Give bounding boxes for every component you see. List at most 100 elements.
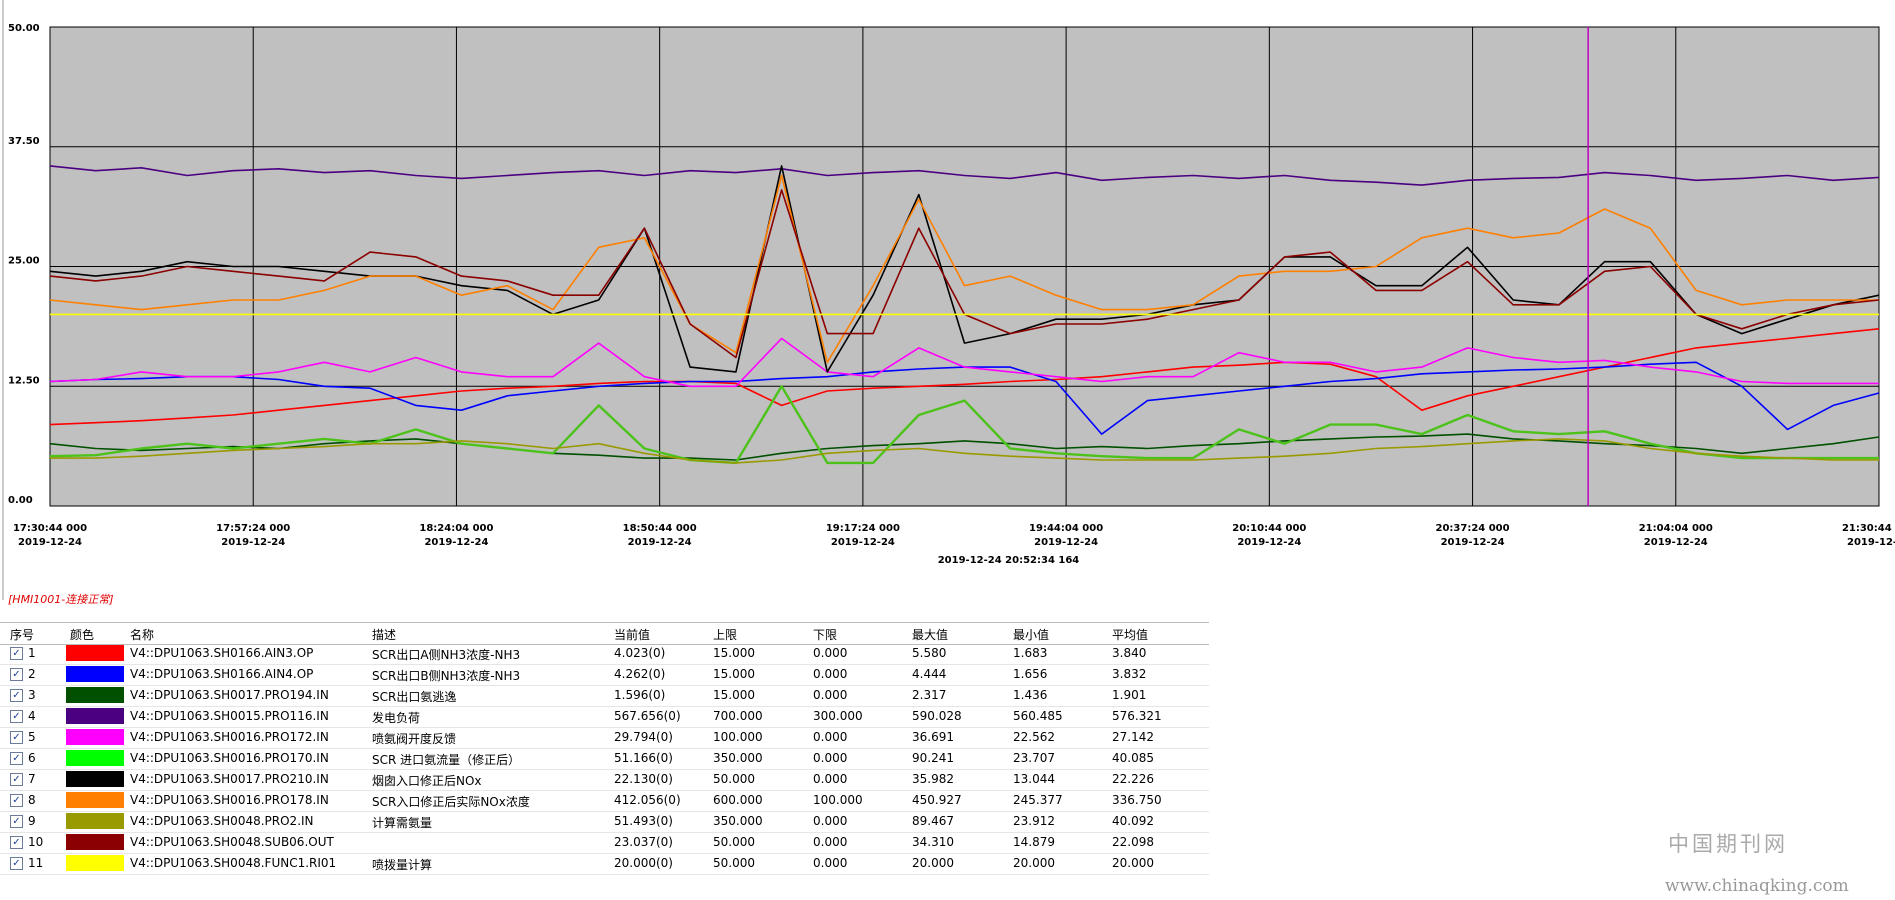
y-tick-label: 12.50 <box>8 375 40 386</box>
row-cell: V4::DPU1063.SH0017.PRO210.IN <box>130 772 329 786</box>
x-tick-date: 2019-12-24 <box>221 537 285 548</box>
row-cell: 50.000 <box>713 856 755 870</box>
row-cell: V4::DPU1063.SH0017.PRO194.IN <box>130 688 329 702</box>
row-cell: 0.000 <box>813 835 848 849</box>
x-tick-label: 18:50:44 000 <box>623 523 697 534</box>
row-cell: 14.879 <box>1013 835 1055 849</box>
row-cell: 1.656 <box>1013 667 1048 681</box>
row-cell: 35.982 <box>912 772 954 786</box>
row-cell: 1.901 <box>1112 688 1147 702</box>
row-cell: 20.000(0) <box>614 856 673 870</box>
y-tick-label: 50.00 <box>8 23 40 34</box>
checkbox[interactable]: ✓ <box>10 752 23 765</box>
row-cell: V4::DPU1063.SH0048.FUNC1.RI01 <box>130 856 337 870</box>
y-tick-label: 0.00 <box>8 495 33 506</box>
row-cell: 600.000 <box>713 793 763 807</box>
row-index: 10 <box>28 835 44 849</box>
series-line <box>49 328 1880 426</box>
x-tick-label: 19:17:24 000 <box>826 523 900 534</box>
header-cell: 名称 <box>130 628 155 642</box>
row-cell: 4.262(0) <box>614 667 666 681</box>
row-cell: V4::DPU1063.SH0016.PRO178.IN <box>130 793 329 807</box>
color-swatch <box>66 750 124 766</box>
row-cell: 300.000 <box>813 709 863 723</box>
row-cell: 0.000 <box>813 646 848 660</box>
x-tick-date: 2019-12-24 <box>1644 537 1708 548</box>
row-index: 7 <box>28 772 36 786</box>
color-swatch <box>66 687 124 703</box>
row-cell: 烟囱入口修正后NOx <box>372 774 482 788</box>
row-cell: 22.562 <box>1013 730 1055 744</box>
x-tick-label: 20:37:24 000 <box>1436 523 1510 534</box>
x-tick-label: 20:10:44 000 <box>1232 523 1306 534</box>
checkbox[interactable]: ✓ <box>10 689 23 702</box>
table-row: ✓ 8 V4::DPU1063.SH0016.PRO178.IN SCR入口修正后实际… <box>0 790 1209 812</box>
table-row: ✓ 3 V4::DPU1063.SH0017.PRO194.IN SCR出口氨逃逸 1.… <box>0 685 1209 707</box>
row-index: 9 <box>28 814 36 828</box>
checkbox[interactable]: ✓ <box>10 857 23 870</box>
row-cell: 40.085 <box>1112 751 1154 765</box>
x-tick-date: 2019-12-24 <box>424 537 488 548</box>
row-cell: 3.832 <box>1112 667 1147 681</box>
row-cell: 4.444 <box>912 667 947 681</box>
row-cell: 4.023(0) <box>614 646 666 660</box>
checkbox[interactable]: ✓ <box>10 710 23 723</box>
row-cell: 336.750 <box>1112 793 1162 807</box>
row-cell: 3.840 <box>1112 646 1147 660</box>
row-cell: 1.683 <box>1013 646 1048 660</box>
row-cell: 23.912 <box>1013 814 1055 828</box>
color-swatch <box>66 792 124 808</box>
color-swatch <box>66 729 124 745</box>
header-cell: 下限 <box>813 628 838 642</box>
x-tick-label: 18:24:04 000 <box>419 523 493 534</box>
header-cell: 描述 <box>372 628 397 642</box>
series-line <box>50 438 1879 464</box>
table-row: ✓ 1 V4::DPU1063.SH0166.AIN3.OP SCR出口A侧NH3浓度… <box>0 643 1209 665</box>
row-cell: 412.056(0) <box>614 793 681 807</box>
row-cell: V4::DPU1063.SH0048.PRO2.IN <box>130 814 314 828</box>
table-row: ✓ 11 V4::DPU1063.SH0048.FUNC1.RI01 喷拨量计算 20.… <box>0 853 1209 875</box>
row-index: 1 <box>28 646 36 660</box>
row-cell: 23.707 <box>1013 751 1055 765</box>
x-tick-date: 2019-12-24 <box>628 537 692 548</box>
row-cell: 1.436 <box>1013 688 1048 702</box>
checkbox[interactable]: ✓ <box>10 668 23 681</box>
row-cell: 喷氨阀开度反馈 <box>372 732 457 746</box>
row-cell: 15.000 <box>713 646 755 660</box>
checkbox[interactable]: ✓ <box>10 731 23 744</box>
trend-chart: 0.00 12.50 25.00 37.50 50.00 17:30:44 000 2019… <box>2 0 1895 600</box>
row-cell: 0.000 <box>813 688 848 702</box>
checkbox[interactable]: ✓ <box>10 815 23 828</box>
row-cell: 50.000 <box>713 835 755 849</box>
series-line <box>49 385 1879 465</box>
x-tick-date: 2019-12-24 <box>1237 537 1301 548</box>
header-cell: 平均值 <box>1112 628 1149 642</box>
row-cell: SCR出口氨逃逸 <box>372 690 457 704</box>
table-row: ✓ 6 V4::DPU1063.SH0016.PRO170.IN SCR 进口氨流量（… <box>0 748 1209 770</box>
row-index: 2 <box>28 667 36 681</box>
table-row: ✓ 10 V4::DPU1063.SH0048.SUB06.OUT 23.037(0)… <box>0 832 1209 854</box>
checkbox[interactable]: ✓ <box>10 773 23 786</box>
row-cell: 20.000 <box>1013 856 1055 870</box>
checkbox[interactable]: ✓ <box>10 794 23 807</box>
row-cell: 15.000 <box>713 688 755 702</box>
y-tick-label: 37.50 <box>8 136 40 147</box>
checkbox[interactable]: ✓ <box>10 647 23 660</box>
row-cell: V4::DPU1063.SH0166.AIN3.OP <box>130 646 314 660</box>
color-swatch <box>66 855 124 871</box>
row-cell: V4::DPU1063.SH0048.SUB06.OUT <box>130 835 334 849</box>
checkbox[interactable]: ✓ <box>10 836 23 849</box>
row-cell: 90.241 <box>912 751 954 765</box>
row-cell: 22.130(0) <box>614 772 673 786</box>
row-cell: 89.467 <box>912 814 954 828</box>
cursor-label: 2019-12-24 20:52:34 164 <box>938 555 1080 566</box>
row-cell: 450.927 <box>912 793 962 807</box>
watermark-url: www.chinaqking.com <box>1665 876 1849 896</box>
row-cell: 567.656(0) <box>614 709 681 723</box>
watermark: 中国期刊网 <box>1668 832 1788 856</box>
row-cell: 22.226 <box>1112 772 1154 786</box>
header-cell: 序号 <box>10 628 35 642</box>
row-cell: 5.580 <box>912 646 947 660</box>
x-tick-date: 2019-12-24 <box>831 537 895 548</box>
